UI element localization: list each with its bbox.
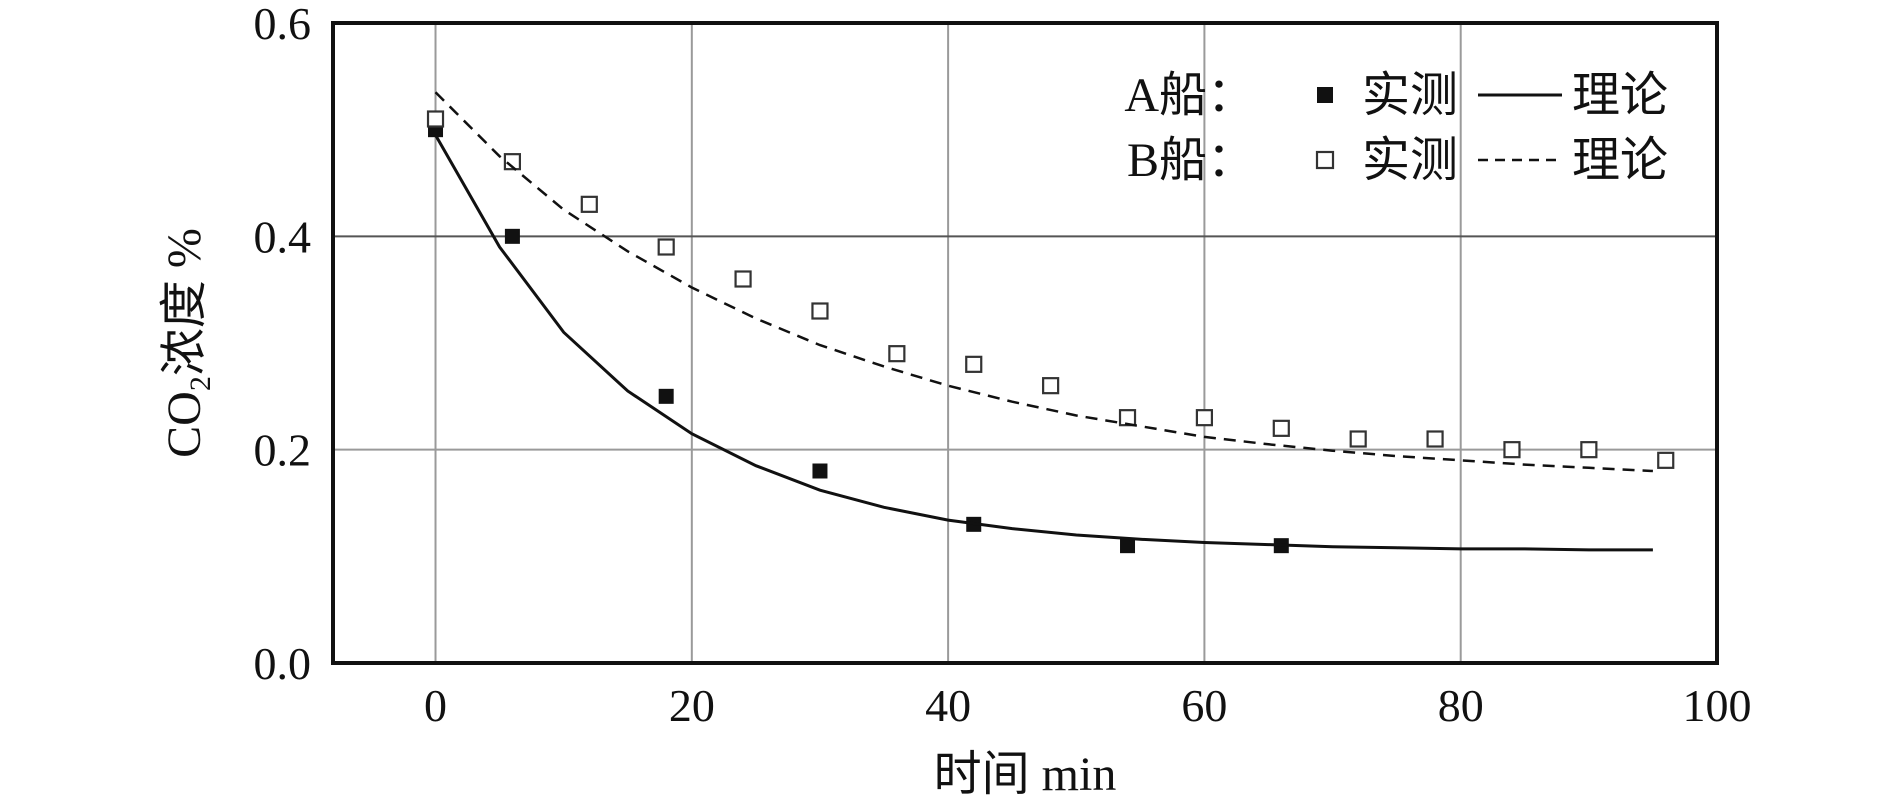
- legend-open-square-marker: [1315, 150, 1335, 170]
- open-square-marker: [580, 195, 598, 213]
- series-line-solid: [434, 134, 1653, 552]
- open-square-marker: [1580, 441, 1598, 459]
- series-line-dashed: [434, 91, 1653, 473]
- open-square-marker: [1349, 430, 1367, 448]
- x-tick-label: 40: [925, 680, 971, 731]
- open-square-marker: [1426, 430, 1444, 448]
- legend-row: A船： 实测 理论: [1124, 69, 1668, 122]
- open-square-marker: [965, 355, 983, 373]
- open-square-marker: [888, 345, 906, 363]
- ticks: 0 20 40 60 80 100 0.0 0.2 0.4 0.6: [254, 0, 1752, 731]
- open-square-marker: [657, 238, 675, 256]
- x-tick-label: 60: [1181, 680, 1227, 731]
- x-tick-label: 100: [1683, 680, 1752, 731]
- y-tick-label: 0.0: [254, 638, 312, 689]
- legend-measured-label: 实测: [1362, 69, 1458, 122]
- filled-square-marker: [504, 228, 520, 244]
- legend-filled-square-marker: [1317, 87, 1333, 103]
- legend-measured-label: 实测: [1362, 134, 1458, 187]
- y-tick-label: 0.2: [254, 425, 312, 476]
- series-layer: [426, 91, 1675, 554]
- legend-theory-label: 理论: [1572, 69, 1668, 122]
- x-axis-label: 时间 min: [934, 748, 1117, 801]
- y-axis-label: CO2浓度 %: [158, 228, 217, 458]
- y-axis-label-prefix: CO: [158, 391, 211, 458]
- legend-group-label: A船：: [1124, 69, 1255, 122]
- legend-group-label: B船：: [1127, 134, 1255, 187]
- y-tick-label: 0.4: [254, 211, 312, 262]
- x-tick-label: 80: [1438, 680, 1484, 731]
- open-square-marker: [1503, 441, 1521, 459]
- filled-square-marker: [658, 388, 674, 404]
- plot-frame: [331, 21, 1719, 665]
- open-square-marker: [426, 110, 445, 128]
- open-square-marker: [811, 302, 829, 320]
- filled-square-marker: [1120, 538, 1136, 554]
- y-axis-label-subscript: 2: [184, 376, 217, 391]
- legend-theory-label: 理论: [1572, 134, 1668, 187]
- open-square-marker: [1272, 419, 1290, 437]
- x-tick-label: 20: [669, 680, 715, 731]
- filled-square-marker: [812, 463, 828, 479]
- open-square-marker: [1657, 451, 1675, 469]
- open-square-marker: [1195, 409, 1214, 427]
- grid: [333, 23, 1718, 663]
- y-axis-label-suffix: 浓度 %: [158, 228, 211, 376]
- open-square-marker: [734, 270, 752, 288]
- x-tick-label: 0: [424, 680, 447, 731]
- legend-row: B船： 实测 理论: [1127, 134, 1668, 187]
- y-tick-label: 0.6: [254, 0, 312, 49]
- open-square-marker: [1042, 377, 1060, 395]
